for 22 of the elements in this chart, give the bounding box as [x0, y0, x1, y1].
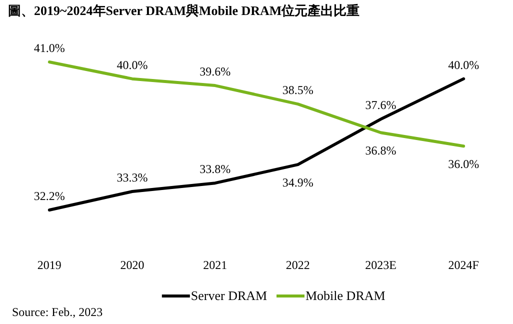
legend-label: Mobile DRAM	[306, 288, 386, 303]
x-tick: 2023E	[365, 258, 396, 272]
data-label: 41.0%	[34, 41, 65, 55]
x-tick: 2024F	[448, 258, 479, 272]
data-label: 36.0%	[448, 157, 480, 172]
x-tick: 2020	[120, 258, 144, 272]
data-label: 33.3%	[116, 170, 148, 184]
x-tick: 2021	[203, 258, 228, 272]
data-label: 40.0%	[116, 58, 148, 72]
data-label: 33.8%	[200, 162, 231, 176]
data-label: 39.6%	[200, 64, 231, 79]
data-label: 38.5%	[282, 83, 314, 98]
data-label: 34.9%	[282, 176, 314, 190]
x-tick: 2019	[37, 258, 62, 272]
data-label: 36.8%	[365, 144, 396, 158]
annotation: Source: Feb., 2023	[12, 305, 103, 319]
legend-label: Server DRAM	[190, 288, 268, 303]
title: 圖、2019~2024年Server DRAM與Mobile DRAM位元產出比重	[8, 3, 360, 18]
x-tick: 2022	[286, 258, 310, 272]
data-label: 40.0%	[448, 58, 480, 72]
data-label: 32.2%	[34, 189, 65, 203]
data-label: 37.6%	[365, 98, 396, 112]
